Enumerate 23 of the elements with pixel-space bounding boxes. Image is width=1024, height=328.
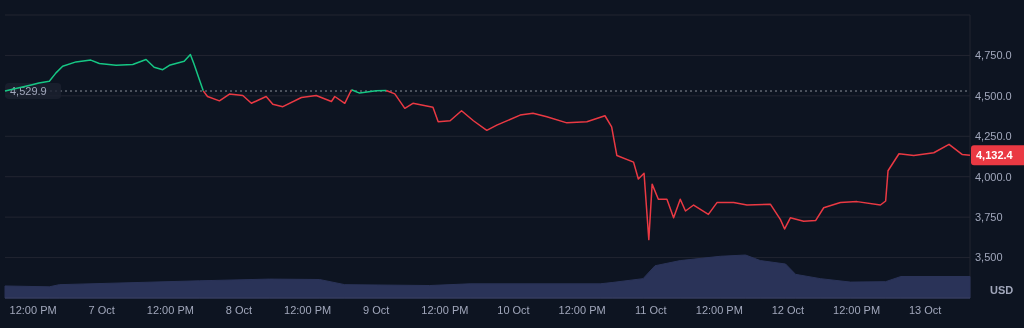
y-tick-label: 4,750.0 — [975, 49, 1012, 62]
x-tick-label: 8 Oct — [225, 304, 253, 316]
x-tick-label: 12:00 PM — [695, 304, 743, 316]
y-tick-label: 3,500 — [975, 251, 1003, 264]
x-tick-label: 10 Oct — [497, 304, 530, 316]
ref-line-label: 4,529.9 — [10, 84, 47, 97]
x-tick-label: 12:00 PM — [146, 304, 194, 316]
y-axis-title: USD — [990, 284, 1014, 296]
x-tick-label: 12 Oct — [771, 304, 805, 316]
x-tick-label: 13 Oct — [909, 304, 942, 316]
annotation: 4,132.4 — [976, 149, 1014, 162]
x-tick-label: 12:00 PM — [833, 304, 881, 316]
y-tick-label: 4,500.0 — [975, 89, 1012, 102]
x-tick-label: 11 Oct — [634, 304, 667, 316]
x-tick-label: 12:00 PM — [9, 304, 57, 316]
y-tick-label: 3,750 — [975, 210, 1003, 223]
x-tick-label: 12:00 PM — [421, 304, 469, 316]
x-tick-label: 7 Oct — [88, 304, 115, 316]
x-tick-label: 12:00 PM — [284, 304, 332, 316]
x-tick-label: 9 Oct — [363, 304, 390, 316]
y-tick-label: 4,250.0 — [975, 130, 1012, 143]
y-tick-label: 4,000.0 — [975, 170, 1012, 183]
x-tick-label: 12:00 PM — [558, 304, 606, 316]
